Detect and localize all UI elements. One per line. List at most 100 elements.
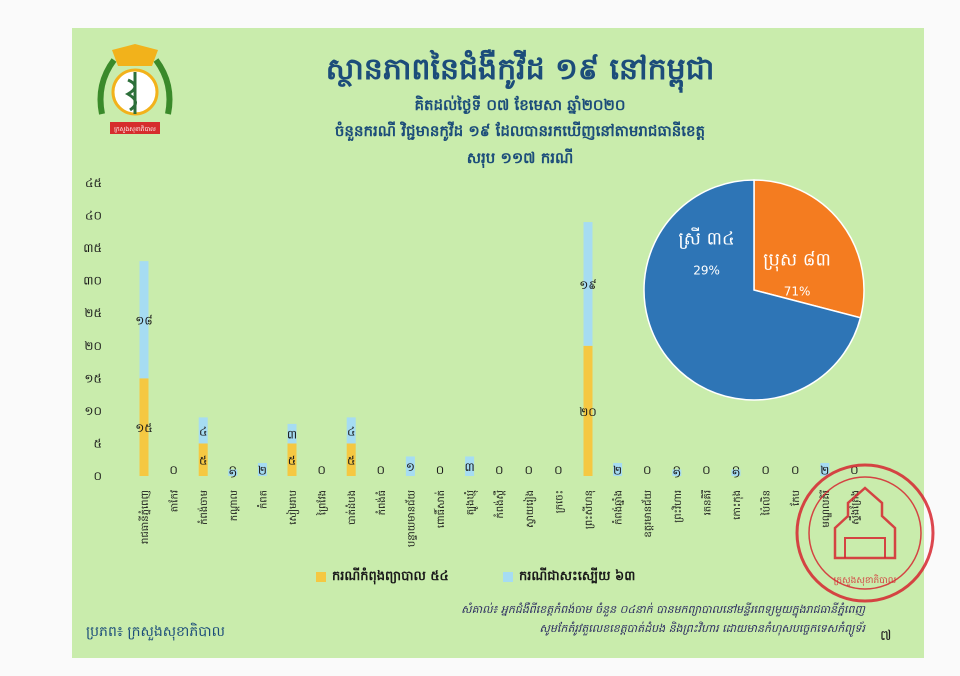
data-label: ៥ xyxy=(288,454,297,468)
x-category-label: កែប xyxy=(789,490,802,506)
x-category-label: ឧត្ដរមានជ័យ xyxy=(641,490,654,538)
x-category-label: កំពត xyxy=(256,490,269,509)
y-tick-label: ២៥ xyxy=(84,306,102,320)
x-category-label: មណ្ឌលគិរី xyxy=(819,490,832,528)
x-category-label: រតនគិរី xyxy=(700,490,713,515)
subtitle-date: គិតដល់ថ្ងៃទី ០៧ ខែមេសា ឆ្នាំ២០២០ xyxy=(414,96,626,114)
bar-segment xyxy=(257,462,267,476)
bar-segment xyxy=(731,469,741,476)
x-category-label: សៀមរាប xyxy=(286,490,300,525)
data-label: ៤ xyxy=(347,424,356,438)
pie-percent-label: 29% xyxy=(693,263,720,277)
bar-segment xyxy=(228,469,238,476)
pie-label: ប្រុស ៨៣ xyxy=(763,249,831,271)
x-category-label: ព្រះវិហារ xyxy=(671,490,684,523)
x-category-label: រាជធានីភ្នំពេញ xyxy=(138,490,151,544)
bar-segment xyxy=(583,345,593,476)
bar-segment xyxy=(583,222,593,346)
data-label: ១ xyxy=(731,467,740,481)
pie-slice xyxy=(643,179,862,401)
x-category-label: កំពង់ស្ពឺ xyxy=(493,490,506,519)
legend-recovered: ករណីជាសះស្បើយ ៦៣ xyxy=(503,568,635,587)
x-category-label: កំពង់ចាម xyxy=(197,490,210,525)
data-label: ០ xyxy=(702,463,711,477)
y-tick-label: ១០ xyxy=(84,404,102,418)
data-label: ១ xyxy=(406,460,415,474)
data-label: ០ xyxy=(495,463,504,477)
data-label: ១ xyxy=(228,467,237,481)
data-label: ០ xyxy=(436,463,445,477)
x-category-label: បន្ទាយមានជ័យ xyxy=(404,490,417,548)
x-category-label: កំពង់ធំ xyxy=(375,490,388,515)
y-tick-label: ៥ xyxy=(94,436,103,450)
bar-segment xyxy=(346,443,356,476)
bar-segment xyxy=(820,462,830,476)
data-label: ៥ xyxy=(347,454,356,468)
x-category-label: កណ្ដាល xyxy=(229,490,240,522)
data-label: ៣ xyxy=(464,460,474,474)
pie-slice xyxy=(753,179,865,319)
bar-segment xyxy=(613,462,623,476)
x-category-label: កោះកុង xyxy=(732,490,744,520)
x-category-label: ពោធិ៍សាត់ xyxy=(433,490,447,528)
subtitle-total: សរុប ១១៧ ករណី xyxy=(466,149,574,167)
bar-segment xyxy=(198,443,208,476)
y-tick-label: ១៥ xyxy=(84,371,102,385)
data-label: ០ xyxy=(169,463,178,477)
x-category-label: ស្វាយរៀង xyxy=(523,490,537,528)
data-label: ២ xyxy=(613,463,622,477)
pie-label: ស្រី ៣៤ xyxy=(678,226,734,249)
data-label: ០ xyxy=(377,463,386,477)
data-label: ០ xyxy=(317,463,326,477)
data-label: ២ xyxy=(258,463,267,477)
legend-swatch-treatment xyxy=(316,571,326,582)
data-label: ០ xyxy=(643,463,652,477)
data-label: ២០ xyxy=(579,405,597,419)
subtitle-description: ចំនួនករណី វិជ្ជមានកូវីដ ១៩ ដែលបានរកឃើញនៅ… xyxy=(334,122,706,140)
x-category-label: ព្រៃវែង xyxy=(316,490,329,516)
data-label: ៥ xyxy=(199,454,208,468)
legend-recovered-label: ករណីជាសះស្បើយ ៦៣ xyxy=(519,569,636,584)
legend-swatch-recovered xyxy=(503,571,513,582)
y-tick-label: ៣០ xyxy=(83,274,102,288)
y-tick-label: ២០ xyxy=(84,339,102,353)
bar-segment xyxy=(672,469,682,476)
data-label: ៤ xyxy=(199,424,208,438)
y-tick-label: ៤០ xyxy=(85,209,102,223)
logo-caption: ក្រសួងសុខាភិបាល xyxy=(114,125,156,133)
bar-segment xyxy=(465,456,475,476)
footnote: សំគាល់៖ អ្នកជំងឺពីខេត្តកំពង់ចាម ចំនួន ០៤… xyxy=(410,600,865,638)
footnote-line-2: សូមកែតំរូវតួលេខខេត្តបាត់ដំបង និងព្រះវិហា… xyxy=(539,622,865,635)
bar-segment xyxy=(139,261,149,379)
pie-percent-label: 71% xyxy=(784,284,811,298)
data-label: ០ xyxy=(525,463,534,477)
bar-segment xyxy=(139,378,149,476)
x-category-label: ត្បូងឃ្មុំ xyxy=(464,490,479,516)
data-label: ២ xyxy=(820,463,829,477)
page-title: ស្ថានភាពនៃជំងឺកូវីដ ១៩ នៅកម្ពុជា xyxy=(325,52,715,87)
footnote-line-1: សំគាល់៖ អ្នកជំងឺពីខេត្តកំពង់ចាម ចំនួន ០៤… xyxy=(461,603,865,616)
source-label: ប្រភព៖ ក្រសួងសុខាភិបាល xyxy=(86,624,225,640)
x-category-label: ក្រចេះ xyxy=(554,490,565,513)
data-label: ១ xyxy=(672,467,681,481)
page-number: ៧ xyxy=(880,628,892,644)
legend-treatment: ករណីកំពុងព្យាបាល ៥៤ xyxy=(316,568,449,587)
data-label: ៣ xyxy=(287,428,297,442)
x-category-label: កំពង់ឆ្នាំង xyxy=(612,490,625,525)
bar-segment xyxy=(287,423,297,444)
seal-text: ក្រសួងសុខាភិបាល xyxy=(834,574,897,586)
data-label: ០ xyxy=(761,463,770,477)
x-category-label: ប៉ៃលិន xyxy=(760,490,773,516)
official-seal: ក្រសួងសុខាភិបាល xyxy=(795,463,935,603)
data-label: ០ xyxy=(554,463,563,477)
y-tick-label: ៣៥ xyxy=(83,241,102,255)
data-label: ០ xyxy=(791,463,800,477)
data-label: ១៨ xyxy=(135,314,153,328)
data-label: ១៩ xyxy=(579,278,597,292)
bar-segment xyxy=(198,417,208,444)
bar-segment xyxy=(405,456,415,476)
x-category-label: ព្រះសីហនុ xyxy=(582,490,596,529)
bar-segment xyxy=(287,443,297,476)
y-tick-label: ០ xyxy=(94,469,103,483)
